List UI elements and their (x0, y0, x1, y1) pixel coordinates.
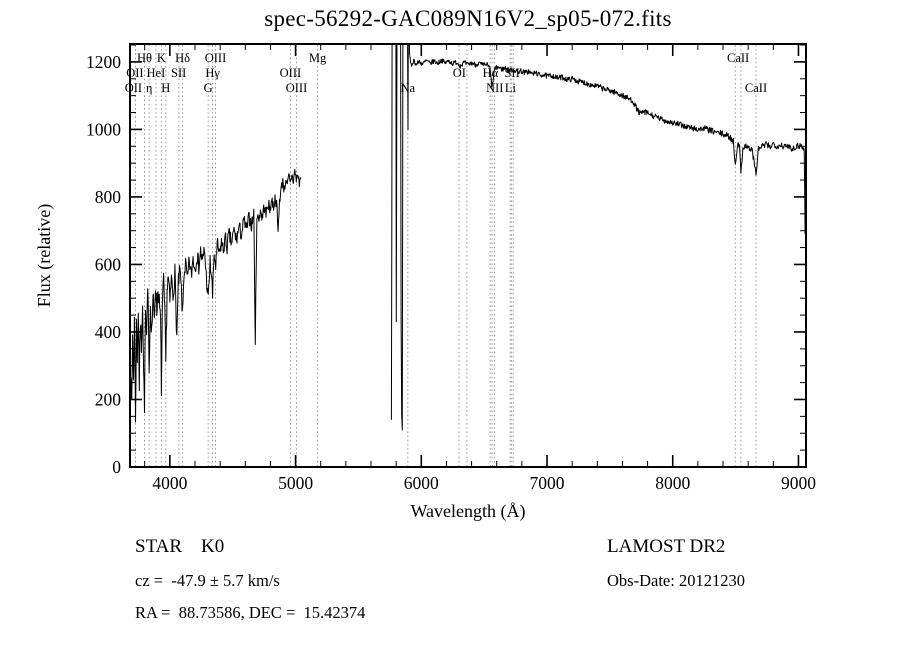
svg-text:Hα: Hα (483, 66, 499, 80)
svg-text:η: η (146, 81, 153, 95)
svg-text:800: 800 (95, 187, 122, 207)
line-markers (135, 45, 757, 466)
svg-text:600: 600 (95, 254, 122, 274)
axis-major-ticks (130, 44, 806, 468)
x-axis-title: Wavelength (Å) (410, 501, 525, 522)
y-tick-labels: 0 200 400 600 800 1000 1200 (86, 52, 121, 477)
svg-text:CaII: CaII (727, 51, 749, 65)
svg-text:NII: NII (486, 81, 503, 95)
svg-text:SII: SII (171, 66, 186, 80)
svg-text:Hγ: Hγ (205, 66, 220, 80)
axis-minor-ticks (130, 44, 806, 467)
svg-text:K: K (157, 51, 166, 65)
svg-text:1000: 1000 (86, 119, 121, 139)
svg-text:H: H (161, 81, 170, 95)
svg-text:G: G (204, 81, 213, 95)
svg-text:OI: OI (453, 66, 466, 80)
svg-text:400: 400 (95, 322, 122, 342)
chart-title: spec-56292-GAC089N16V2_sp05-072.fits (264, 6, 672, 31)
svg-text:Hθ: Hθ (137, 51, 152, 65)
survey-label: LAMOST DR2 (607, 536, 726, 557)
svg-text:OII: OII (125, 81, 142, 95)
svg-text:Mg: Mg (309, 51, 327, 65)
svg-text:200: 200 (95, 390, 122, 410)
x-tick-labels: 4000 5000 6000 7000 8000 9000 (152, 473, 816, 493)
plot-frame (129, 43, 807, 468)
y-axis-title: Flux (relative) (34, 204, 55, 307)
svg-text:0: 0 (112, 457, 121, 477)
svg-text:8000: 8000 (655, 473, 690, 493)
svg-text:OIII: OIII (286, 81, 308, 95)
svg-text:SII: SII (504, 66, 519, 80)
svg-text:6000: 6000 (404, 473, 439, 493)
svg-text:OIII: OIII (280, 66, 302, 80)
svg-text:OIII: OIII (205, 51, 227, 65)
svg-text:OII: OII (126, 66, 143, 80)
svg-text:5000: 5000 (278, 473, 313, 493)
svg-text:CaII: CaII (745, 81, 767, 95)
svg-text:9000: 9000 (781, 473, 816, 493)
svg-text:1200: 1200 (86, 52, 121, 72)
object-class-label: STAR K0 (135, 536, 225, 557)
svg-text:Hδ: Hδ (175, 51, 190, 65)
obs-date-label: Obs-Date: 20121230 (607, 571, 745, 590)
svg-text:Li: Li (505, 81, 517, 95)
radial-velocity-label: cz = -47.9 ± 5.7 km/s (135, 571, 280, 590)
coordinates-label: RA = 88.73586, DEC = 15.42374 (135, 603, 366, 622)
svg-text:7000: 7000 (530, 473, 565, 493)
svg-text:Na: Na (401, 81, 416, 95)
svg-text:4000: 4000 (152, 473, 187, 493)
spectrum-line (130, 44, 806, 431)
svg-text:HeI: HeI (147, 66, 166, 80)
